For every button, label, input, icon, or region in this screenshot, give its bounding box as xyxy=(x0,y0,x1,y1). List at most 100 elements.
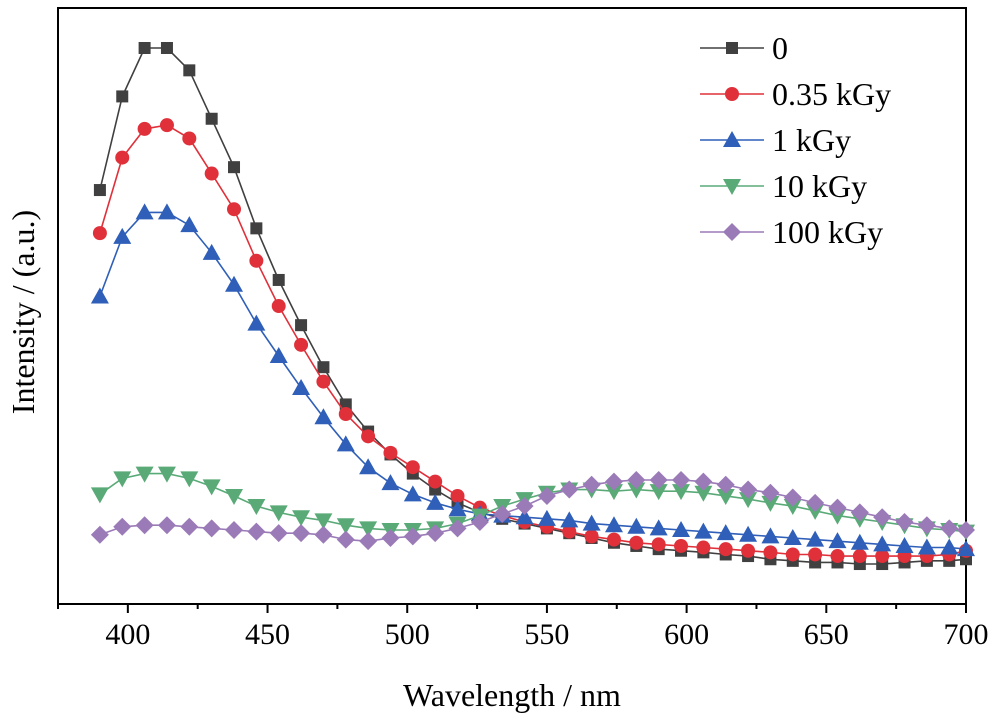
legend-item: 0.35 kGy xyxy=(700,76,891,112)
data-point xyxy=(629,535,644,550)
data-point xyxy=(92,226,107,241)
data-point xyxy=(249,253,264,268)
data-point xyxy=(716,475,735,494)
data-point xyxy=(761,495,780,512)
data-point xyxy=(582,514,601,531)
data-point xyxy=(403,527,422,546)
data-point xyxy=(272,273,285,286)
data-point xyxy=(361,429,376,444)
data-point xyxy=(696,540,711,555)
data-point xyxy=(269,347,288,364)
data-point xyxy=(336,518,355,535)
data-point xyxy=(604,472,623,491)
data-point xyxy=(470,513,489,532)
data-point xyxy=(606,532,621,547)
x-axis-ticks: 400 450 500 550 600 650 700 xyxy=(57,604,989,651)
data-point xyxy=(672,520,691,537)
data-point xyxy=(739,525,758,542)
data-point xyxy=(202,243,221,260)
data-point xyxy=(940,519,959,538)
data-point xyxy=(116,90,129,103)
data-point xyxy=(295,319,308,332)
data-point xyxy=(113,517,132,536)
x-tick-label: 500 xyxy=(385,618,430,651)
data-point xyxy=(113,227,132,244)
data-point xyxy=(560,511,579,528)
data-point xyxy=(135,466,154,483)
series-line xyxy=(99,124,967,557)
x-tick-label: 400 xyxy=(105,618,150,651)
data-point xyxy=(383,445,398,460)
data-point xyxy=(317,361,330,374)
series-2 xyxy=(90,203,975,557)
data-point xyxy=(741,543,756,558)
data-point xyxy=(627,517,646,534)
data-point xyxy=(627,482,646,499)
data-point xyxy=(828,532,847,549)
data-point xyxy=(336,530,355,549)
data-point xyxy=(292,378,311,395)
data-point xyxy=(205,112,218,125)
data-point xyxy=(228,161,241,174)
data-point xyxy=(227,202,242,217)
legend-marker xyxy=(725,87,739,101)
data-point xyxy=(135,516,154,535)
data-point xyxy=(292,510,311,527)
legend-item: 100 kGy xyxy=(700,214,883,250)
data-point xyxy=(895,536,914,553)
data-point xyxy=(515,508,534,525)
data-point xyxy=(830,549,845,564)
data-point xyxy=(783,499,802,516)
data-point xyxy=(895,513,914,532)
data-point xyxy=(381,474,400,491)
series-line xyxy=(99,479,967,543)
data-point xyxy=(405,460,420,475)
data-point xyxy=(247,499,266,516)
data-point xyxy=(672,484,691,501)
legend-marker xyxy=(723,179,741,195)
x-tick-label: 550 xyxy=(524,618,569,651)
data-point xyxy=(225,275,244,292)
data-point xyxy=(138,42,151,54)
data-point xyxy=(159,118,174,133)
data-point xyxy=(135,203,154,220)
data-point xyxy=(381,528,400,547)
data-point xyxy=(739,492,758,509)
data-point xyxy=(182,131,197,146)
series-line xyxy=(99,47,967,565)
data-point xyxy=(316,374,331,389)
legend-label: 0 xyxy=(772,30,788,66)
data-point xyxy=(694,472,713,491)
legend-label: 10 kGy xyxy=(772,168,867,204)
data-point xyxy=(180,517,199,536)
data-point xyxy=(718,542,733,557)
data-point xyxy=(314,408,333,425)
data-point xyxy=(225,488,244,505)
legend-marker xyxy=(723,131,741,147)
data-point xyxy=(850,533,869,550)
legend-label: 1 kGy xyxy=(772,122,851,158)
data-point xyxy=(93,184,106,197)
data-point xyxy=(157,516,176,535)
data-point xyxy=(448,500,467,517)
data-point xyxy=(90,525,109,544)
legend-label: 100 kGy xyxy=(772,214,883,250)
data-point xyxy=(649,484,668,501)
data-point xyxy=(584,529,599,544)
data-point xyxy=(269,524,288,543)
data-point xyxy=(672,470,691,489)
series-layer xyxy=(90,42,975,571)
data-point xyxy=(426,493,445,510)
data-point xyxy=(828,498,847,517)
data-point xyxy=(450,488,465,503)
legend-marker xyxy=(726,42,738,54)
data-point xyxy=(763,545,778,560)
data-point xyxy=(761,527,780,544)
data-point xyxy=(493,505,512,524)
data-point xyxy=(90,487,109,504)
data-point xyxy=(160,42,173,54)
data-point xyxy=(649,470,668,489)
data-point xyxy=(852,549,867,564)
data-point xyxy=(582,475,601,494)
data-point xyxy=(202,519,221,538)
